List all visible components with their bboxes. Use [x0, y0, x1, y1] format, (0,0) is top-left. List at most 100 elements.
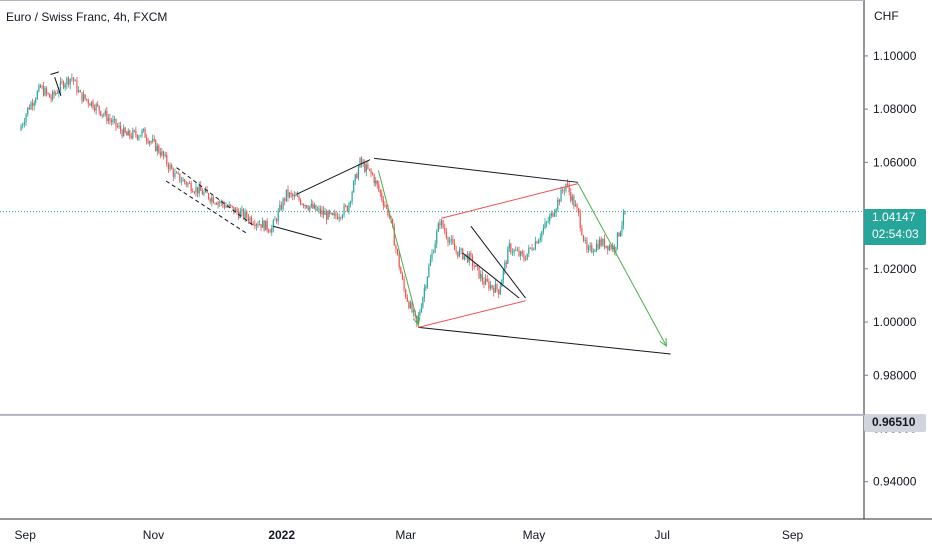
- candle-body: [42, 86, 45, 96]
- candle-body: [346, 205, 348, 212]
- candle-body: [172, 169, 174, 177]
- candle-body: [78, 90, 80, 93]
- candle-body: [398, 254, 400, 268]
- candle-body: [378, 184, 380, 191]
- candle-body: [285, 189, 287, 201]
- candle-body: [279, 204, 281, 211]
- candle-body: [98, 105, 100, 112]
- candle-body: [129, 130, 131, 137]
- candle-body: [505, 262, 507, 264]
- candle-body: [619, 231, 622, 237]
- candle-body: [602, 238, 604, 246]
- candle-body: [431, 252, 433, 260]
- candle-body: [423, 288, 425, 298]
- candle-body: [558, 199, 561, 202]
- candle-body: [434, 243, 436, 253]
- candle-body: [563, 190, 565, 192]
- candle-body: [169, 165, 171, 170]
- y-tick-label: 1.10000: [873, 49, 917, 63]
- candle-body: [376, 180, 378, 185]
- candle-body: [121, 130, 123, 137]
- candle-body: [481, 273, 483, 282]
- candle-body: [541, 231, 543, 238]
- candle-body: [241, 209, 243, 212]
- candle-body: [460, 248, 462, 250]
- candle-body: [338, 217, 340, 220]
- current-price-tag: 1.04147 02:54:03: [864, 209, 926, 245]
- candle-body: [152, 139, 154, 142]
- candle-body: [589, 245, 591, 247]
- y-tick-label: 1.02000: [873, 262, 917, 276]
- candle-body: [568, 184, 570, 192]
- countdown-timer: 02:54:03: [872, 227, 919, 241]
- trend-line: [462, 252, 520, 299]
- candle-body: [592, 251, 594, 253]
- candle-body: [284, 198, 286, 201]
- candle-body: [616, 232, 619, 248]
- candle-body: [621, 225, 623, 232]
- candle-body: [175, 172, 178, 174]
- candle-body: [406, 297, 408, 302]
- candle-body: [370, 169, 372, 174]
- candle-body: [220, 201, 222, 203]
- candle-body: [171, 165, 173, 170]
- candle-body: [249, 217, 251, 222]
- candle-body: [100, 111, 102, 116]
- candle-body: [190, 183, 192, 192]
- trend-line: [418, 300, 526, 328]
- candle-body: [384, 205, 386, 207]
- trend-line: [296, 159, 371, 195]
- dashed-channel-line: [165, 180, 249, 235]
- candle-body: [66, 77, 68, 85]
- candle-body: [36, 91, 38, 100]
- candle-body: [588, 246, 590, 251]
- candle-body: [318, 208, 320, 210]
- candle-body: [109, 118, 111, 121]
- candle-body: [209, 198, 211, 202]
- candle-body: [231, 206, 233, 207]
- candle-body: [265, 220, 267, 231]
- candle-body: [356, 174, 358, 179]
- candle-body: [409, 302, 412, 309]
- candle-body: [408, 301, 410, 309]
- chart-title: Euro / Swiss Franc, 4h, FXCM: [6, 10, 168, 24]
- candle-body: [330, 213, 332, 214]
- candle-body: [597, 243, 599, 249]
- candle-body: [382, 199, 384, 206]
- candle-body: [139, 135, 142, 137]
- forecast-arrow-line: [577, 183, 667, 347]
- candle-body: [455, 250, 457, 252]
- candle-body: [507, 248, 509, 264]
- candle-body: [258, 224, 261, 226]
- candle-body: [206, 189, 208, 194]
- candle-body: [368, 168, 371, 170]
- candle-body: [84, 94, 86, 99]
- candle-body: [549, 216, 551, 222]
- candle-body: [578, 208, 580, 213]
- candle-body: [38, 85, 40, 92]
- candle-body: [449, 240, 451, 243]
- candle-body: [312, 203, 314, 209]
- candle-body: [439, 223, 441, 226]
- candle-body: [214, 203, 216, 204]
- candle-body: [523, 254, 525, 260]
- candle-body: [81, 92, 83, 102]
- candle-body: [277, 210, 279, 222]
- candle-body: [574, 204, 577, 207]
- candle-body: [550, 212, 552, 217]
- candle-body: [520, 251, 522, 256]
- candle-body: [48, 93, 51, 98]
- candle-body: [51, 91, 54, 100]
- candle-body: [552, 212, 554, 217]
- trend-line: [50, 71, 60, 75]
- candle-body: [576, 204, 578, 209]
- candle-body: [71, 77, 73, 79]
- candle-body: [316, 209, 319, 211]
- candle-body: [457, 251, 459, 257]
- candle-body: [379, 190, 381, 194]
- candle-body: [204, 189, 207, 193]
- candle-body: [67, 77, 70, 85]
- candle-body: [465, 254, 467, 256]
